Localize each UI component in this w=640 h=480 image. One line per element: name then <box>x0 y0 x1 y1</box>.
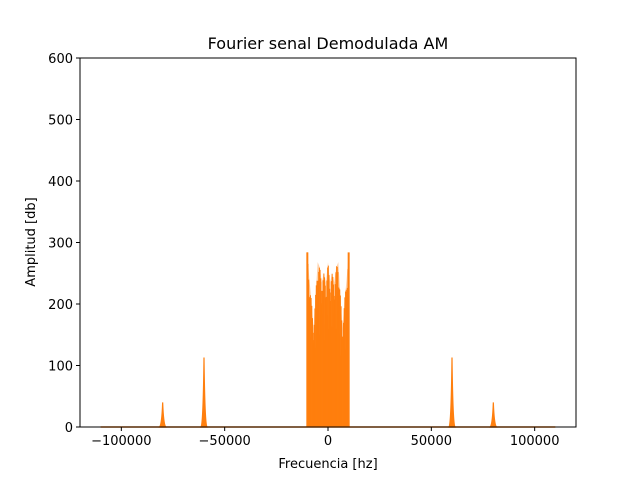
y-tick-label: 100 <box>48 360 73 375</box>
y-tick-label: 600 <box>48 52 73 67</box>
x-tick-label: 100000 <box>510 434 560 449</box>
x-tick-label: 0 <box>324 434 332 449</box>
spectrum-peak <box>489 402 498 428</box>
y-tick-label: 400 <box>48 175 73 190</box>
plot-area <box>100 252 556 428</box>
x-tick-label: 50000 <box>411 434 452 449</box>
y-axis-label: Amplitud [db] <box>24 197 39 286</box>
x-tick-label: −50000 <box>199 434 251 449</box>
y-tick-label: 300 <box>48 237 73 252</box>
y-tick-label: 200 <box>48 298 73 313</box>
chart-title: Fourier senal Demodulada AM <box>208 34 449 53</box>
spectrum-peak <box>447 357 457 428</box>
spectrum-peak <box>199 357 209 428</box>
y-tick-label: 500 <box>48 114 73 129</box>
x-tick-label: −100000 <box>91 434 152 449</box>
spectrum-peak <box>158 402 167 428</box>
y-tick-label: 0 <box>65 421 73 436</box>
x-axis-label: Frecuencia [hz] <box>278 457 377 472</box>
x-axis: −100000 −50000 0 50000 100000 <box>91 427 559 449</box>
y-axis: 0 100 200 300 400 500 600 <box>48 52 80 436</box>
